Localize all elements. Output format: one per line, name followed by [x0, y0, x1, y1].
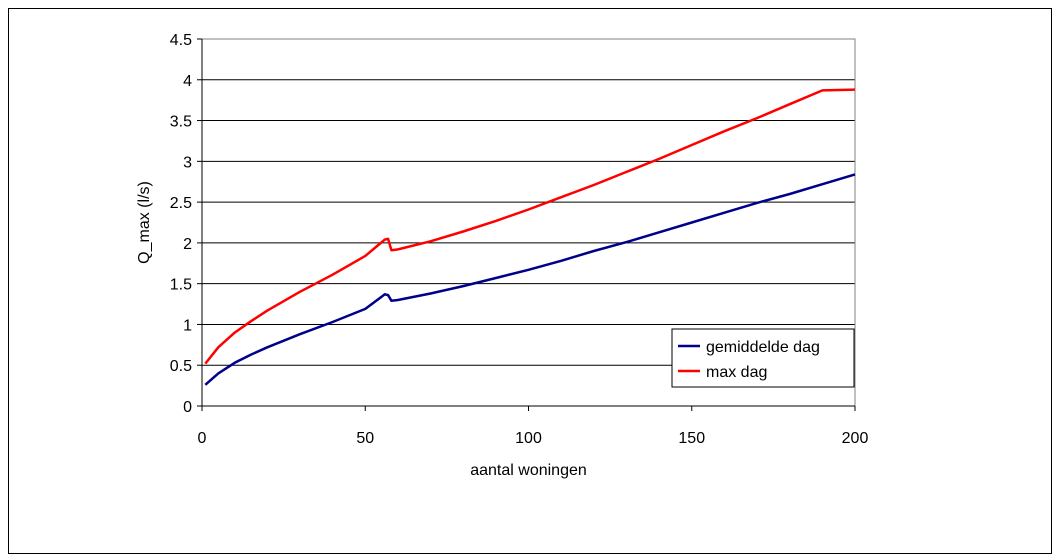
y-tick-label: 0.5 — [170, 358, 192, 375]
y-tick-label: 2.5 — [170, 195, 192, 212]
legend: gemiddelde dag max dag — [671, 328, 855, 388]
x-tick-label: 150 — [678, 430, 705, 447]
y-tick-label: 4 — [183, 73, 192, 90]
legend-box — [671, 328, 855, 388]
y-tick-label: 4.5 — [170, 32, 192, 49]
y-tick-label: 1 — [183, 317, 192, 334]
y-tick-label: 3.5 — [170, 114, 192, 131]
series-line-1 — [204, 88, 856, 365]
line-chart: 0 0.5 1 1.5 2 2.5 3 3.5 4 4.5 0 50 100 150 200 aantal… — [136, 32, 869, 479]
x-axis-title: aantal woningen — [470, 462, 587, 479]
x-tick-label: 0 — [198, 430, 207, 447]
chart-frame: 0 0.5 1 1.5 2 2.5 3 3.5 4 4.5 0 50 100 150 200 aantal… — [8, 8, 1052, 554]
x-tick-label: 200 — [842, 430, 869, 447]
x-tick-label: 100 — [515, 430, 542, 447]
y-tick-label: 1.5 — [170, 277, 192, 294]
x-tick-label: 50 — [356, 430, 374, 447]
y-axis-tick-labels: 0 0.5 1 1.5 2 2.5 3 3.5 4 4.5 — [170, 32, 192, 416]
legend-label: gemiddelde dag — [706, 339, 820, 356]
legend-label: max dag — [706, 364, 767, 381]
x-axis-tick-labels: 0 50 100 150 200 — [198, 430, 869, 447]
y-tick-label: 2 — [183, 236, 192, 253]
series-layer — [204, 88, 856, 386]
axes — [197, 38, 856, 411]
y-axis-title: Q_max (l/s) — [136, 181, 153, 264]
y-tick-label: 0 — [183, 399, 192, 416]
gridlines — [202, 79, 855, 366]
y-tick-label: 3 — [183, 154, 192, 171]
series-line-0 — [204, 173, 856, 386]
